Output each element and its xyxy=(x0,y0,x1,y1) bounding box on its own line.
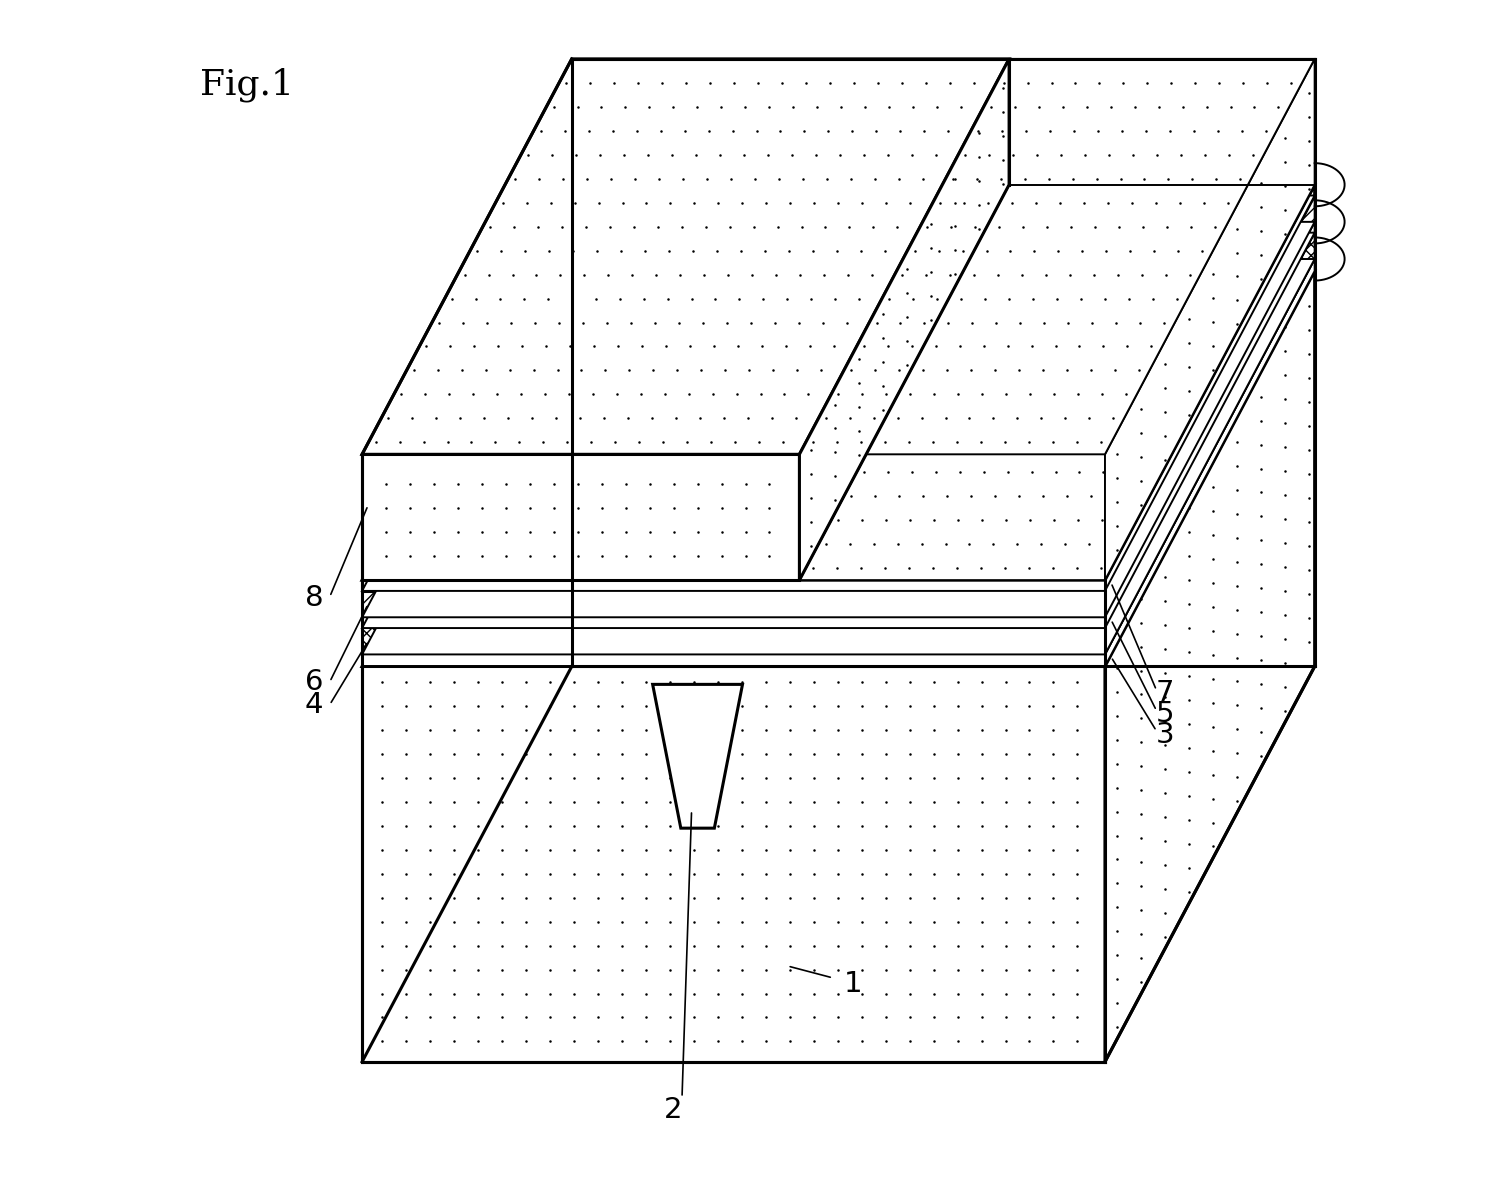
Polygon shape xyxy=(362,185,1315,580)
Polygon shape xyxy=(362,617,1105,628)
Text: 5: 5 xyxy=(1156,700,1174,728)
Polygon shape xyxy=(362,233,1315,628)
Text: 8: 8 xyxy=(305,584,323,613)
Text: 6: 6 xyxy=(305,668,323,695)
Polygon shape xyxy=(800,185,1315,580)
Polygon shape xyxy=(362,667,1105,1062)
Text: 3: 3 xyxy=(1156,721,1174,748)
Text: Fig.1: Fig.1 xyxy=(200,67,295,102)
Polygon shape xyxy=(362,580,1105,591)
Polygon shape xyxy=(1105,233,1315,655)
Polygon shape xyxy=(362,591,1105,617)
Polygon shape xyxy=(362,454,800,580)
Polygon shape xyxy=(1105,222,1315,628)
Polygon shape xyxy=(800,59,1315,454)
Text: 1: 1 xyxy=(845,970,863,998)
Polygon shape xyxy=(800,59,1009,580)
Polygon shape xyxy=(1105,59,1315,580)
Polygon shape xyxy=(362,271,1315,667)
Polygon shape xyxy=(652,685,742,829)
Text: 7: 7 xyxy=(1156,679,1174,706)
Polygon shape xyxy=(1105,185,1315,591)
Text: 4: 4 xyxy=(305,691,323,718)
Polygon shape xyxy=(1105,259,1315,667)
Polygon shape xyxy=(362,655,1105,667)
Polygon shape xyxy=(362,196,1315,591)
Polygon shape xyxy=(362,59,1009,454)
Polygon shape xyxy=(362,628,1105,655)
Polygon shape xyxy=(362,222,1315,617)
Polygon shape xyxy=(1105,271,1315,1062)
Polygon shape xyxy=(362,259,1315,655)
Text: 2: 2 xyxy=(664,1095,682,1124)
Polygon shape xyxy=(1105,196,1315,617)
